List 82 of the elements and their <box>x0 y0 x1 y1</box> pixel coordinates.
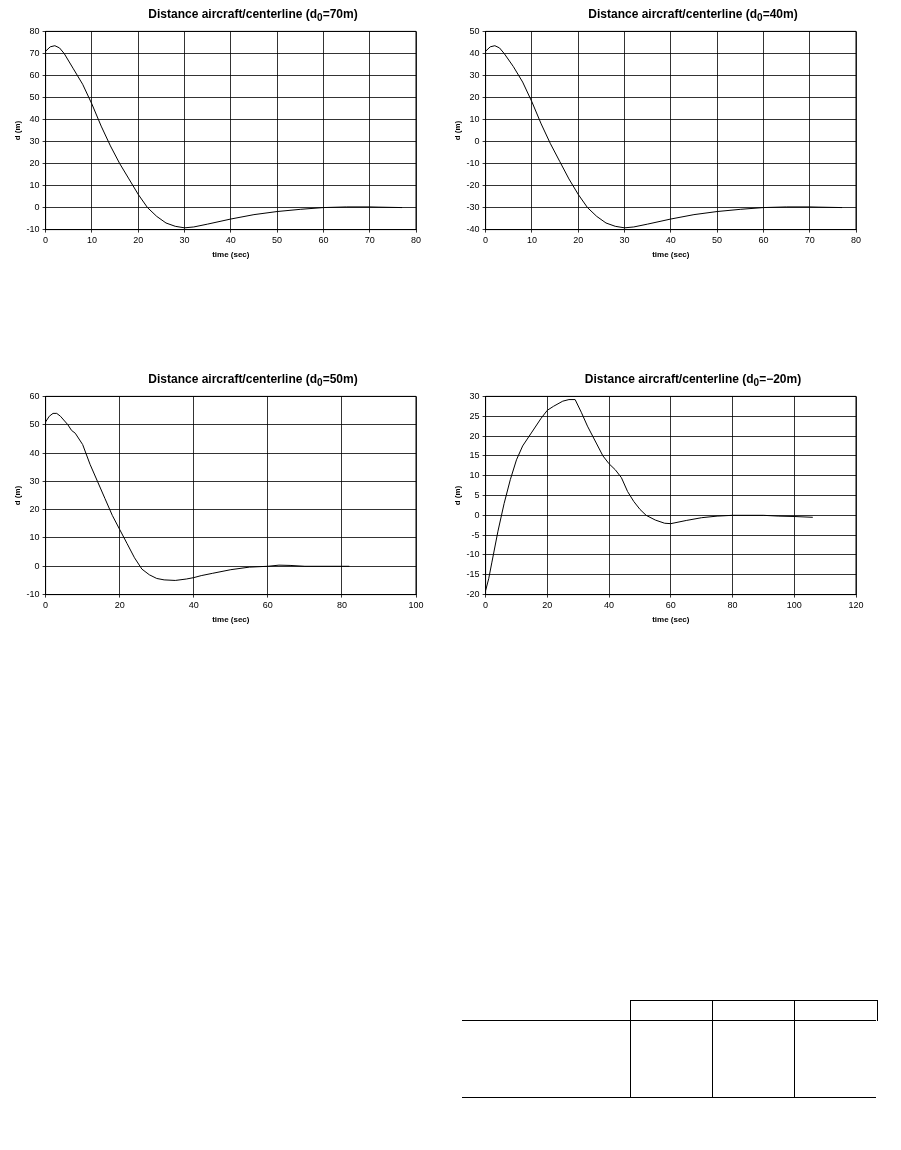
x-tick-label: 30 <box>179 235 190 246</box>
y-tick-label: 20 <box>29 504 40 515</box>
y-tick-label: 60 <box>29 390 40 401</box>
x-tick-label: 20 <box>573 235 584 246</box>
y-tick-label: 0 <box>34 202 40 213</box>
x-tick-label: 70 <box>364 235 375 246</box>
chart-title: Distance aircraft/centerline (d$_{0}$=40m) <box>587 7 799 24</box>
y-tick-label: 10 <box>29 180 40 191</box>
x-tick-label: 20 <box>114 600 125 611</box>
y-tick-label: 10 <box>469 470 480 481</box>
y-tick-label: 50 <box>469 25 480 36</box>
x-tick-label: 50 <box>712 235 723 246</box>
x-tick-label: 40 <box>665 235 676 246</box>
y-tick-label: 20 <box>29 158 40 169</box>
y-tick-label: 10 <box>29 532 40 543</box>
x-tick-label: 0 <box>483 235 489 246</box>
y-axis-title: d (m) <box>453 120 462 141</box>
y-tick-label: 20 <box>469 91 480 102</box>
y-tick-label: -40 <box>466 224 480 235</box>
x-axis-title: time (sec) <box>212 615 250 625</box>
x-tick-label: 80 <box>727 600 738 611</box>
y-tick-label: 30 <box>29 136 40 146</box>
y-tick-label: 30 <box>469 69 480 80</box>
x-tick-label: 40 <box>604 600 615 611</box>
y-tick-label: 0 <box>474 509 480 520</box>
x-tick-label: 60 <box>318 235 329 246</box>
y-tick-label: 10 <box>469 113 480 124</box>
y-tick-label: 25 <box>469 410 480 421</box>
y-tick-label: -30 <box>466 202 480 213</box>
x-tick-label: 10 <box>86 235 97 246</box>
x-tick-label: 80 <box>850 235 862 246</box>
y-axis-title: d (m) <box>13 120 22 141</box>
x-tick-label: 80 <box>336 600 347 611</box>
y-tick-label: 30 <box>29 475 40 486</box>
x-axis-title: time (sec) <box>652 250 690 260</box>
y-tick-label: -10 <box>466 549 480 560</box>
y-axis-title: d (m) <box>453 485 462 506</box>
x-tick-label: 50 <box>272 235 283 246</box>
x-tick-label: 100 <box>408 600 424 611</box>
y-tick-label: 80 <box>29 25 40 36</box>
x-tick-label: 40 <box>225 235 236 246</box>
x-tick-label: 30 <box>619 235 630 246</box>
chart-title: Distance aircraft/centerline (d$_{0}$=50m) <box>147 372 359 389</box>
y-tick-label: 60 <box>29 69 40 80</box>
x-tick-label: 40 <box>188 600 199 611</box>
y-tick-label: -20 <box>466 589 480 600</box>
x-tick-label: 100 <box>786 600 802 611</box>
y-axis-title: d (m) <box>13 485 22 506</box>
x-tick-label: 10 <box>526 235 537 246</box>
x-tick-label: 0 <box>43 235 49 246</box>
y-tick-label: 30 <box>469 390 480 401</box>
x-tick-label: 0 <box>483 600 489 611</box>
x-tick-label: 20 <box>133 235 144 246</box>
x-tick-label: 120 <box>848 600 864 611</box>
x-axis-title: time (sec) <box>212 250 250 260</box>
y-tick-label: -20 <box>466 180 480 191</box>
x-tick-label: 80 <box>410 235 422 246</box>
y-tick-label: -10 <box>26 589 40 600</box>
y-tick-label: 50 <box>29 91 40 102</box>
y-tick-label: -5 <box>471 529 480 540</box>
y-tick-label: 0 <box>474 136 480 146</box>
y-tick-label: -10 <box>466 158 480 169</box>
x-tick-label: 0 <box>43 600 49 611</box>
x-tick-label: 60 <box>262 600 273 611</box>
chart-title: Distance aircraft/centerline (d$_{0}$=−20m) <box>583 372 803 389</box>
y-tick-label: 40 <box>29 113 40 124</box>
y-tick-label: 50 <box>29 419 40 430</box>
y-tick-label: 15 <box>469 450 480 461</box>
x-axis-title: time (sec) <box>652 615 690 625</box>
chart-title: Distance aircraft/centerline (d$_{0}$=70m) <box>147 7 359 24</box>
x-tick-label: 60 <box>758 235 769 246</box>
y-tick-label: 40 <box>29 447 40 458</box>
y-tick-label: 70 <box>29 47 40 58</box>
x-tick-label: 70 <box>804 235 815 246</box>
x-tick-label: 60 <box>665 600 676 611</box>
x-tick-label: 20 <box>542 600 553 611</box>
y-tick-label: -10 <box>26 224 40 235</box>
y-tick-label: 5 <box>474 489 480 500</box>
y-tick-label: 0 <box>34 560 40 571</box>
y-tick-label: -15 <box>466 569 480 580</box>
y-tick-label: 20 <box>469 430 480 441</box>
y-tick-label: 40 <box>469 47 480 58</box>
